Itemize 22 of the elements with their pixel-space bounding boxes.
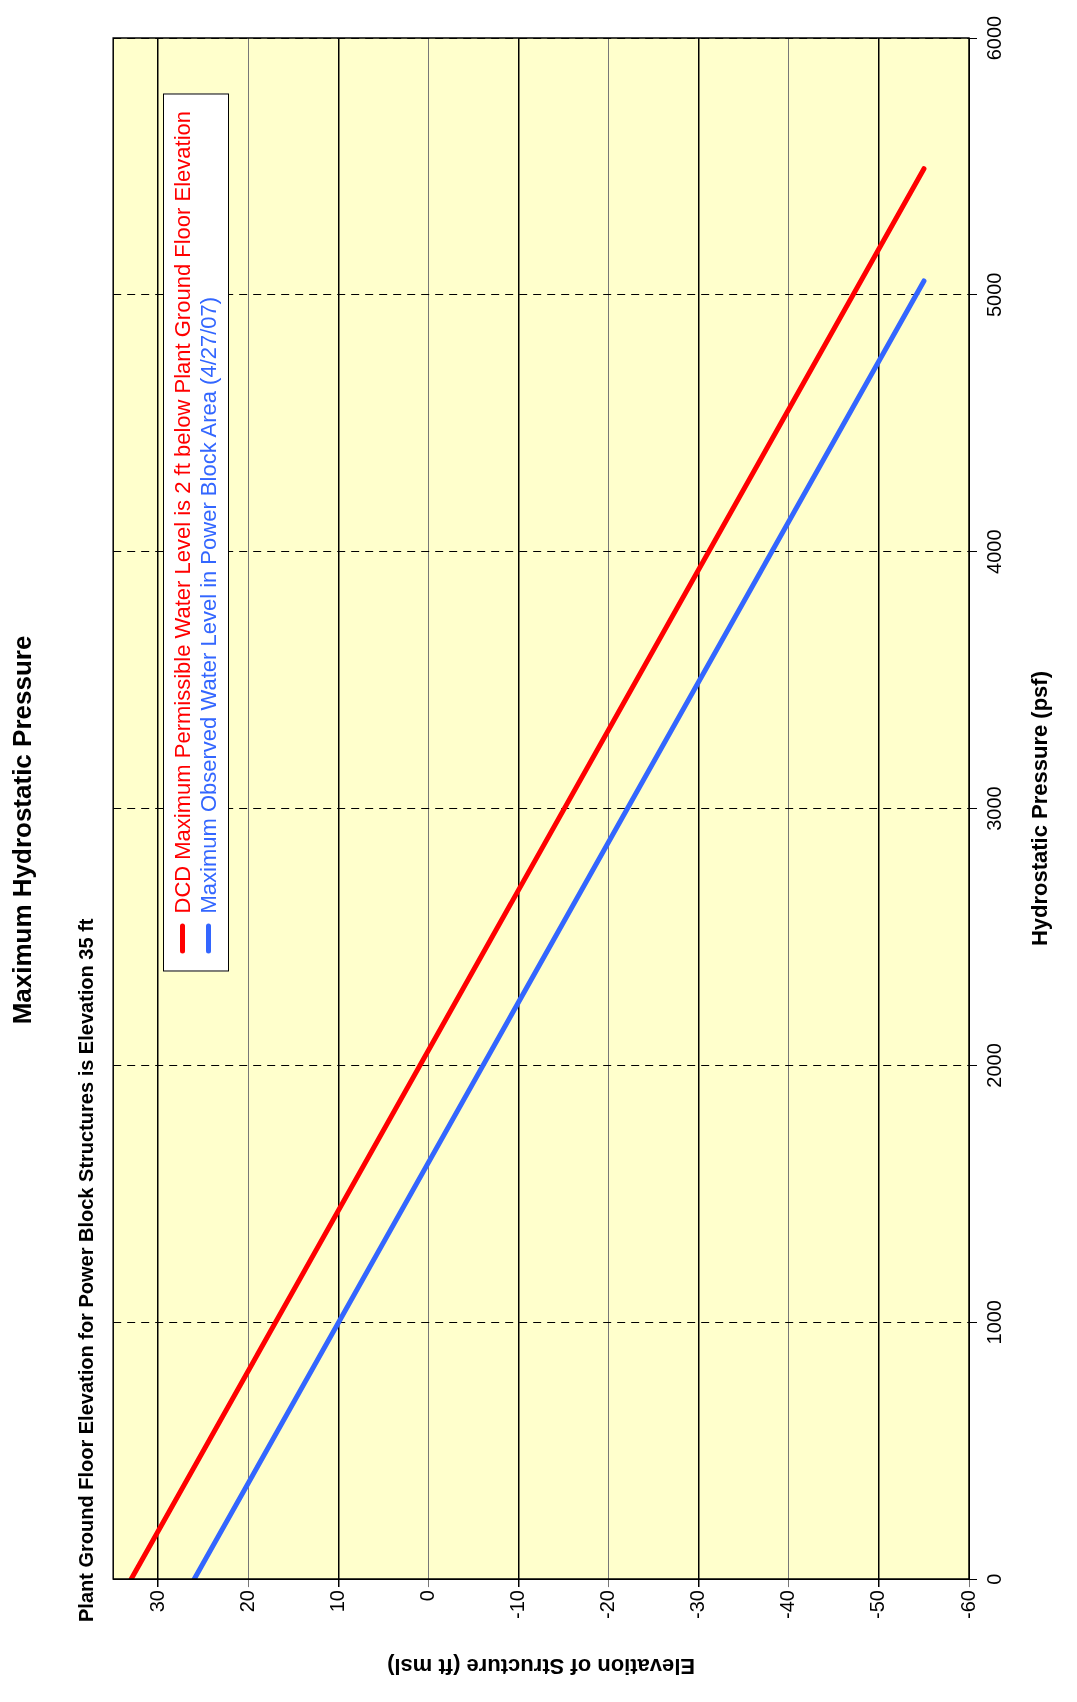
x-tick-label: 10 — [325, 1590, 348, 1613]
x-tick-label: -30 — [686, 1590, 709, 1619]
legend-frame: DCD Maximum Permissible Water Level is 2 ft below Plant Ground Floor Elevation Maximum Observed Water Level in Power Block Area (4/27/07) — [163, 93, 230, 972]
text: Maximum Hydrostatic Pressure — [6, 635, 37, 1025]
x-tick-label: -40 — [776, 1590, 799, 1619]
y-tick-label: 0 — [982, 1573, 1005, 1585]
y-tick-label: 1000 — [982, 1299, 1005, 1345]
y-tick-label: 5000 — [982, 272, 1005, 318]
x-tick-label: -10 — [506, 1590, 529, 1619]
x-tick-label: -20 — [596, 1590, 619, 1619]
x-axis-title: Elevation of Structure (ft msl) — [387, 1654, 696, 1680]
y-axis-title: Hydrostatic Pressure (psf) — [1027, 671, 1053, 947]
text: Plant Ground Floor Elevation for Power Block Structures is Elevation 35 ft — [74, 918, 97, 1622]
y-tick-label: 6000 — [982, 15, 1005, 61]
y-tick-label: 4000 — [982, 529, 1005, 574]
x-tick-label: 30 — [145, 1590, 168, 1613]
x-tick-label: -50 — [866, 1590, 889, 1619]
x-tick-label: -60 — [956, 1590, 979, 1619]
x-tick-label: 0 — [416, 1590, 439, 1602]
x-tick-label: 20 — [235, 1590, 258, 1613]
y-tick-label: 3000 — [982, 786, 1005, 831]
y-tick-label: 2000 — [982, 1043, 1005, 1088]
